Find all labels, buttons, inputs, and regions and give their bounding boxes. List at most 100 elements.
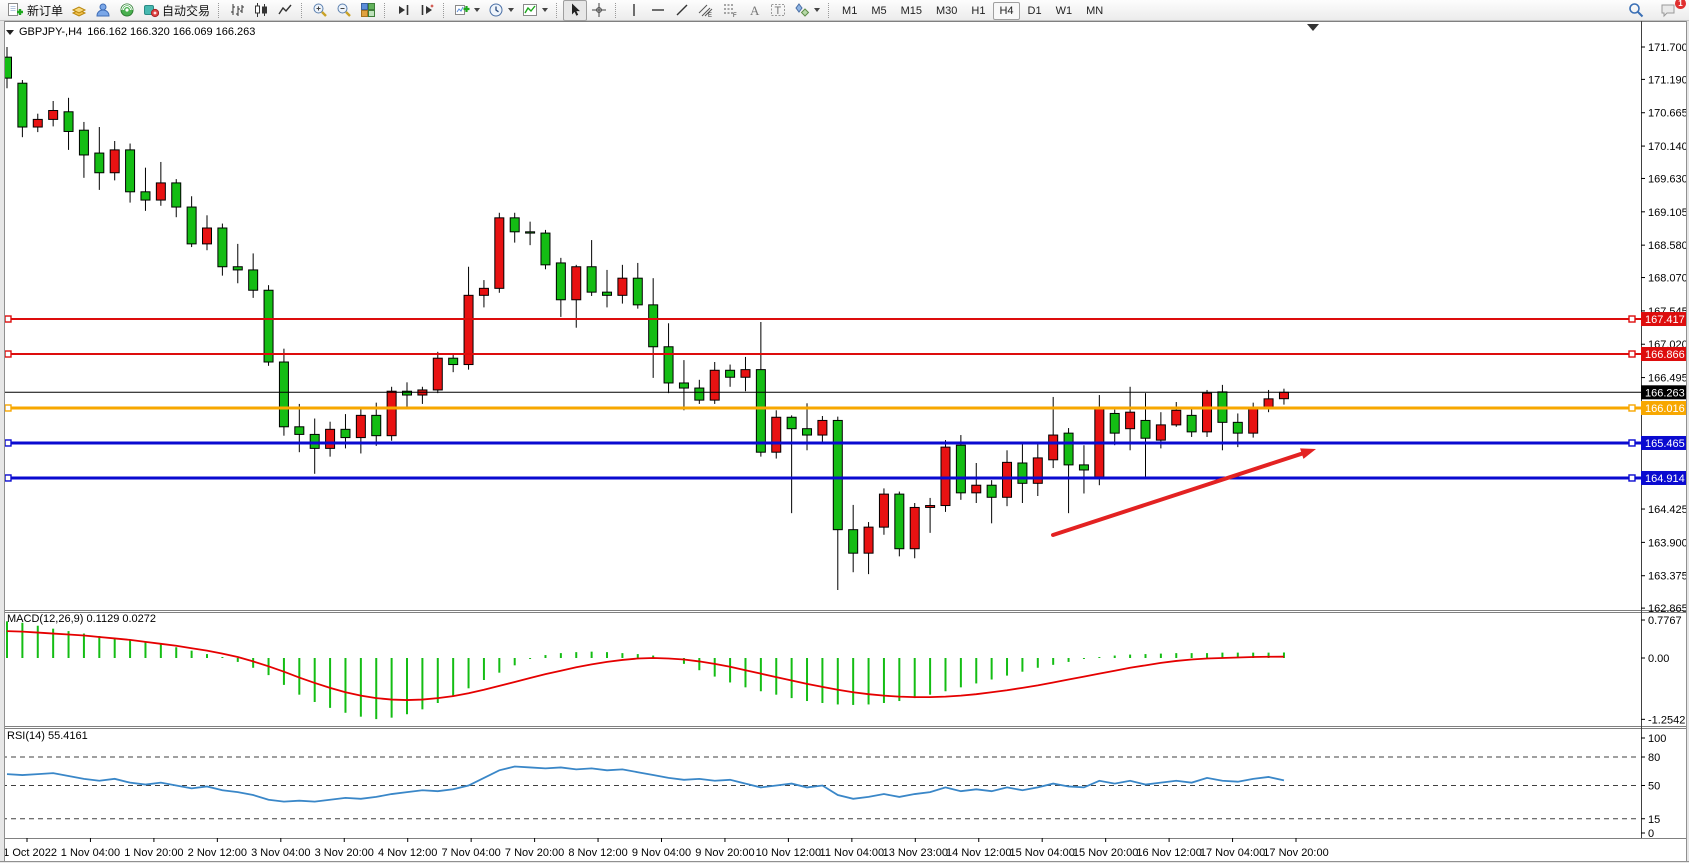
timeframe-mn-button[interactable]: MN — [1086, 5, 1104, 17]
price-badge-166.016 — [1641, 400, 1689, 415]
zoom-out-button[interactable] — [332, 0, 356, 21]
crosshair-button[interactable] — [587, 0, 611, 21]
trendline-button[interactable] — [670, 0, 694, 21]
window-left-edge — [0, 21, 4, 863]
candlestick-chart-button[interactable] — [249, 0, 273, 21]
time-tick-label: 16 Nov 12:00 — [1136, 847, 1201, 859]
hline-166.866[interactable] — [4, 350, 1641, 358]
profiles-button[interactable] — [484, 0, 518, 21]
svg-text:165.465: 165.465 — [1645, 438, 1685, 450]
timeframe-m30-button[interactable]: M30 — [936, 5, 958, 17]
text-button[interactable]: A — [742, 0, 766, 21]
tile-windows-icon — [360, 2, 376, 18]
indicators-button[interactable] — [518, 0, 552, 21]
price-tick-label: 162.865 — [1648, 603, 1688, 615]
navigator-icon — [119, 2, 135, 18]
auto-scroll-icon — [395, 2, 411, 18]
main-toolbar: 新订单 自动交易 E F A T M1 M5 M15 M30 H1 H4 D1 W1 MN 1 — [0, 0, 1689, 21]
time-tick-label: 10 Nov 12:00 — [756, 847, 821, 859]
rsi-line — [6, 765, 1285, 803]
horizontal-line-button[interactable] — [646, 0, 670, 21]
svg-text:0: 0 — [1648, 828, 1654, 840]
time-axis[interactable] — [26, 838, 1297, 842]
line-chart-button[interactable] — [273, 0, 297, 21]
timeframe-h4-button[interactable]: H4 — [993, 2, 1020, 20]
notifications-icon — [1660, 2, 1677, 18]
new-order-button[interactable]: 新订单 — [3, 0, 67, 21]
svg-text:166.016: 166.016 — [1645, 403, 1685, 415]
bar-chart-button[interactable] — [225, 0, 249, 21]
shapes-button[interactable] — [790, 0, 824, 21]
data-window-icon — [95, 2, 111, 18]
hline-167.417[interactable] — [4, 315, 1641, 323]
auto-trading-button[interactable]: 自动交易 — [139, 0, 214, 21]
price-badge-166.263 — [1641, 385, 1689, 400]
search-button[interactable] — [1624, 0, 1648, 21]
navigator-button[interactable] — [115, 0, 139, 21]
text-label-icon: T — [770, 2, 786, 18]
market-watch-button[interactable] — [67, 0, 91, 21]
text-label-button[interactable]: T — [766, 0, 790, 21]
vertical-line-button[interactable] — [622, 0, 646, 21]
time-tick-label: 8 Nov 12:00 — [568, 847, 627, 859]
chart-shift-marker-icon[interactable] — [1307, 24, 1319, 31]
svg-text:T: T — [775, 5, 782, 17]
time-tick-label: 1 Nov 20:00 — [124, 847, 183, 859]
time-tick-label: 4 Nov 12:00 — [378, 847, 437, 859]
timeframe-m1-button[interactable]: M1 — [842, 5, 858, 17]
equidistant-channel-icon: E — [698, 2, 714, 18]
zoom-out-icon — [336, 2, 352, 18]
timeframe-w1-button[interactable]: W1 — [1055, 5, 1073, 17]
rsi-pane — [2, 737, 1645, 834]
chart-canvas[interactable]: 171.700 171.190 170.665 170.140 169.630 169.1… — [0, 21, 1689, 863]
timeframe-d1-button[interactable]: D1 — [1027, 5, 1042, 17]
chart-window[interactable]: 171.700 171.190 170.665 170.140 169.630 169.1… — [0, 21, 1689, 863]
svg-text:0.00: 0.00 — [1648, 653, 1669, 665]
time-tick-label: 3 Nov 04:00 — [251, 847, 310, 859]
dropdown-caret-icon — [814, 8, 821, 12]
chart-shift-button[interactable] — [415, 0, 439, 21]
svg-text:80: 80 — [1648, 752, 1660, 764]
zoom-in-button[interactable] — [308, 0, 332, 21]
svg-text:0.7767: 0.7767 — [1648, 615, 1682, 627]
svg-text:A: A — [750, 3, 760, 18]
trendline-icon — [674, 2, 690, 18]
timeframe-h1-button[interactable]: H1 — [971, 5, 986, 17]
time-tick-label: 1 Nov 04:00 — [61, 847, 120, 859]
tile-windows-button[interactable] — [356, 0, 380, 21]
equidistant-channel-button[interactable]: E — [694, 0, 718, 21]
hline-165.465[interactable] — [4, 439, 1641, 447]
one-click-trading-toggle-icon[interactable] — [6, 29, 14, 35]
data-window-button[interactable] — [91, 0, 115, 21]
new-chart-button[interactable] — [450, 0, 484, 21]
dropdown-caret-icon — [474, 8, 481, 12]
price-tick-label: 169.630 — [1648, 173, 1688, 185]
bar-chart-icon — [229, 2, 245, 18]
price-tick-label: 170.665 — [1648, 108, 1688, 120]
vertical-line-icon — [626, 2, 642, 18]
price-tick-label: 168.580 — [1648, 240, 1688, 252]
fibonacci-button[interactable]: F — [718, 0, 742, 21]
price-tick-label: 163.375 — [1648, 571, 1688, 583]
auto-scroll-button[interactable] — [391, 0, 415, 21]
price-tick-label: 171.190 — [1648, 74, 1688, 86]
indicators-icon — [522, 2, 538, 18]
crosshair-icon — [591, 2, 607, 18]
timeframe-m5-button[interactable]: M5 — [871, 5, 887, 17]
toolbar-separator — [615, 2, 618, 18]
timeframe-group: M1 M5 M15 M30 H1 H4 D1 W1 MN — [835, 1, 1110, 20]
trend-arrow[interactable] — [1051, 448, 1316, 537]
time-tick-label: 7 Nov 20:00 — [505, 847, 564, 859]
price-tick-label: 163.900 — [1648, 537, 1688, 549]
svg-text:166.263: 166.263 — [1645, 387, 1685, 399]
price-tick-label: 169.105 — [1648, 207, 1688, 219]
time-tick-label: 11 Nov 04:00 — [820, 847, 885, 859]
time-tick-label: 15 Nov 20:00 — [1073, 847, 1138, 859]
price-tick-label: 171.700 — [1648, 42, 1688, 54]
price-badge-167.417 — [1641, 312, 1689, 327]
notifications-button[interactable]: 1 — [1656, 0, 1686, 21]
macd-pane — [6, 619, 1645, 720]
cursor-button[interactable] — [563, 0, 588, 21]
price-axis[interactable] — [1641, 46, 1645, 609]
timeframe-m15-button[interactable]: M15 — [900, 5, 922, 17]
